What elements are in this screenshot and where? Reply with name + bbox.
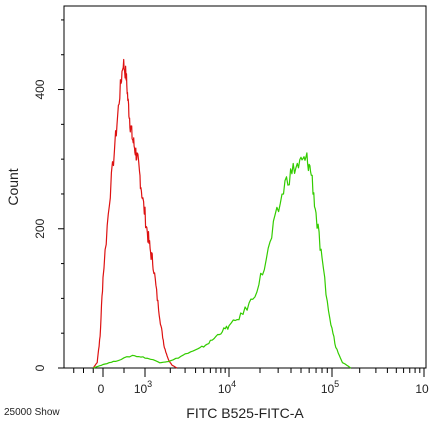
- y-axis-ticks: 0 200 400: [33, 19, 64, 371]
- series-line-green: [93, 152, 352, 369]
- x-tick-label: 104: [218, 379, 236, 396]
- plot-frame: [63, 5, 427, 369]
- y-tick-label: 400: [33, 79, 47, 99]
- x-axis-title: FITC B525-FITC-A: [186, 405, 304, 421]
- series-group: [92, 58, 352, 369]
- footer-note: 25000 Show: [4, 407, 60, 418]
- x-axis-ticks: 0 103 104 105 10: [73, 368, 429, 396]
- y-axis-title: Count: [5, 168, 21, 205]
- x-tick-label: 103: [134, 379, 152, 396]
- x-tick-label: 105: [321, 379, 339, 396]
- y-tick-label: 200: [33, 218, 47, 238]
- y-tick-label: 0: [33, 364, 47, 371]
- chart-axes: [63, 5, 427, 369]
- x-tick-label: 10: [415, 382, 429, 396]
- x-tick-label: 0: [98, 382, 105, 396]
- series-line-red: [92, 58, 178, 369]
